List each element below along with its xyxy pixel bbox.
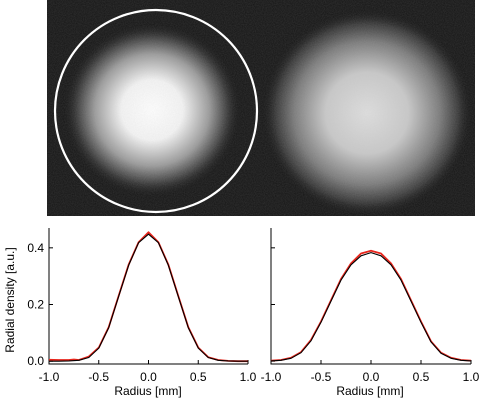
image-noise — [47, 0, 475, 216]
x-tick-label: -1.0 — [261, 370, 282, 384]
plot-left-axes — [48, 228, 248, 365]
x-tick-label: -1.0 — [39, 370, 60, 384]
plot-left-series — [48, 231, 248, 363]
y-axis-label: Radial density [a.u.] — [3, 247, 17, 352]
measured-profile-line — [48, 231, 248, 363]
y-tick-label: 0.0 — [27, 354, 44, 368]
measured-profile-line — [270, 249, 472, 362]
overlay-circle — [53, 8, 259, 214]
plot-right: -1.0 -0.5 0.0 0.5 1.0 Radius [mm] — [261, 228, 480, 398]
fit-profile-line — [270, 252, 472, 362]
x-tick-label: -0.5 — [311, 370, 332, 384]
plot-left-ticks: -1.0 -0.5 0.0 0.5 1.0 0.0 0.2 0.4 — [27, 241, 256, 384]
x-tick-label: 0.0 — [363, 370, 380, 384]
plot-right-axes — [270, 228, 471, 365]
x-tick-label: 0.5 — [190, 370, 207, 384]
x-tick-label: 1.0 — [463, 370, 480, 384]
fit-profile-line — [49, 233, 248, 362]
plot-right-series — [270, 249, 472, 362]
x-tick-label: -0.5 — [88, 370, 109, 384]
x-axis-label-right: Radius [mm] — [336, 384, 403, 398]
x-tick-label: 1.0 — [240, 370, 257, 384]
camera-image-panel — [47, 0, 475, 216]
plot-left: -1.0 -0.5 0.0 0.5 1.0 0.0 0.2 0.4 Radial densit… — [3, 228, 257, 398]
x-axis-label-left: Radius [mm] — [114, 384, 181, 398]
y-tick-label: 0.2 — [27, 298, 44, 312]
x-tick-label: 0.0 — [140, 370, 157, 384]
plot-right-ticks: -1.0 -0.5 0.0 0.5 1.0 — [261, 247, 480, 384]
x-tick-label: 0.5 — [413, 370, 430, 384]
y-tick-label: 0.4 — [27, 241, 44, 255]
